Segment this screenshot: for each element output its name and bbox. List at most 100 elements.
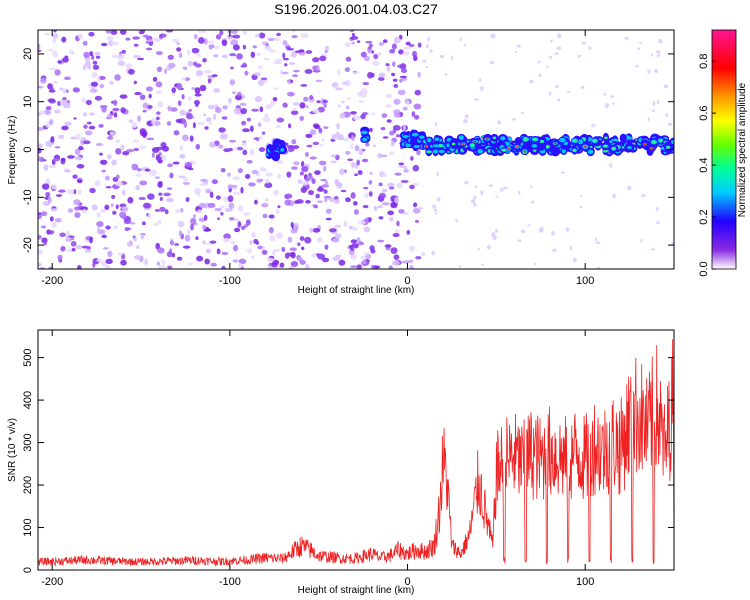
spectrogram-noise-blob [190, 223, 194, 231]
spectrogram-noise-blob [611, 102, 615, 105]
spectrogram-noise-blob [165, 197, 174, 203]
spectrogram-noise-blob [276, 117, 285, 123]
spectrogram-x-tick-label: 0 [404, 275, 410, 287]
spectrogram-noise-blob [353, 209, 359, 215]
spectrogram-noise-blob [241, 120, 247, 126]
spectrogram-noise-blob [41, 211, 48, 217]
spectrogram-noise-blob [402, 51, 410, 56]
spectrogram-noise-blob [396, 182, 403, 189]
spectrogram-noise-blob [96, 212, 101, 218]
spectrogram-noise-blob [242, 149, 248, 156]
spectrogram-noise-blob [194, 87, 201, 94]
spectrogram-noise-blob [250, 255, 255, 260]
spectrogram-signal-blob [532, 149, 537, 152]
spectrogram-x-tick-label: -100 [219, 275, 241, 287]
spectrogram-noise-blob [393, 98, 401, 105]
spectrogram-noise-blob [179, 154, 186, 159]
spectrogram-noise-blob [312, 57, 320, 63]
spectrogram-noise-blob [82, 40, 88, 46]
spectrogram-noise-blob [73, 117, 77, 120]
spectrogram-noise-blob [266, 257, 275, 263]
spectrogram-noise-blob [203, 214, 208, 221]
spectrogram-x-tick-label: 100 [576, 275, 594, 287]
spectrogram-signal-blob [458, 135, 464, 141]
spectrogram-noise-blob [61, 36, 67, 43]
spectrogram-noise-blob [176, 47, 182, 52]
spectrogram-noise-blob [545, 65, 549, 68]
spectrogram-noise-blob [181, 77, 187, 81]
spectrogram-noise-blob [345, 79, 352, 87]
spectrogram-noise-blob [268, 227, 274, 234]
spectrogram-noise-blob [324, 197, 328, 203]
spectrogram-noise-blob [312, 228, 321, 233]
spectrogram-noise-blob [157, 247, 165, 254]
spectrogram-signal-blob [502, 148, 506, 152]
spectrogram-noise-blob [380, 154, 388, 158]
spectrogram-noise-blob [135, 245, 140, 249]
spectrogram-noise-blob [57, 254, 63, 261]
spectrogram-noise-blob [656, 99, 660, 105]
spectrogram-noise-blob [345, 197, 351, 203]
spectrogram-noise-blob [133, 147, 140, 152]
spectrogram-noise-blob [185, 196, 190, 202]
spectrogram-noise-blob [427, 36, 431, 42]
spectrogram-noise-blob [259, 106, 264, 113]
spectrogram-noise-blob [339, 112, 346, 119]
spectrogram-noise-blob [566, 90, 571, 93]
spectrogram-y-tick-label: 10 [22, 96, 34, 108]
spectrogram-noise-blob [48, 67, 57, 71]
spectrogram-noise-blob [557, 98, 561, 102]
spectrogram-noise-blob [61, 125, 69, 131]
spectrogram-noise-blob [188, 262, 193, 266]
spectrogram-noise-blob [580, 194, 583, 197]
spectrogram-noise-blob [182, 245, 191, 249]
spectrogram-noise-blob [388, 217, 394, 222]
spectrogram-noise-blob [317, 253, 326, 260]
spectrogram-noise-blob [91, 72, 98, 78]
spectrogram-noise-blob [67, 208, 74, 213]
spectrogram-noise-blob [119, 94, 128, 99]
spectrogram-noise-blob [70, 136, 78, 140]
spectrogram-noise-blob [321, 257, 330, 263]
spectrogram-noise-blob [409, 264, 414, 269]
spectrogram-noise-blob [222, 105, 228, 110]
spectrogram-noise-blob [41, 225, 46, 229]
spectrogram-noise-blob [51, 184, 57, 190]
spectrogram-noise-blob [241, 141, 247, 147]
spectrogram-noise-blob [151, 152, 155, 158]
spectrogram-noise-blob [350, 35, 359, 40]
spectrogram-noise-blob [340, 189, 347, 193]
spectrogram-noise-blob [194, 93, 202, 97]
spectrogram-noise-blob [161, 259, 166, 266]
spectrogram-noise-blob [84, 249, 92, 253]
spectrogram-noise-blob [656, 221, 661, 225]
spectrogram-noise-blob [258, 135, 263, 140]
spectrogram-noise-blob [53, 80, 59, 84]
spectrogram-noise-blob [207, 104, 216, 110]
spectrogram-noise-blob [463, 43, 466, 47]
spectrogram-noise-blob [402, 260, 410, 264]
spectrogram-noise-blob [368, 179, 373, 185]
spectrogram-noise-blob [314, 170, 321, 176]
spectrogram-noise-blob [394, 196, 399, 204]
spectrogram-noise-blob [85, 130, 93, 136]
spectrogram-noise-blob [499, 187, 504, 192]
spectrogram-noise-blob [588, 46, 592, 50]
spectrogram-noise-blob [167, 265, 173, 269]
spectrogram-noise-blob [172, 161, 180, 165]
spectrogram-noise-blob [400, 180, 409, 183]
spectrogram-noise-blob [60, 245, 66, 252]
spectrogram-noise-blob [148, 93, 152, 99]
spectrogram-noise-blob [287, 91, 295, 97]
spectrogram-noise-blob [183, 177, 189, 182]
spectrogram-noise-blob [68, 49, 74, 54]
spectrogram-noise-blob [221, 116, 228, 120]
spectrogram-noise-blob [272, 250, 276, 256]
spectrogram-noise-blob [49, 216, 54, 222]
spectrogram-noise-blob [251, 108, 259, 112]
spectrogram-signal-blob [603, 149, 608, 153]
spectrogram-noise-blob [429, 49, 433, 53]
spectrogram-noise-blob [294, 200, 300, 204]
spectrogram-noise-blob [261, 202, 269, 208]
